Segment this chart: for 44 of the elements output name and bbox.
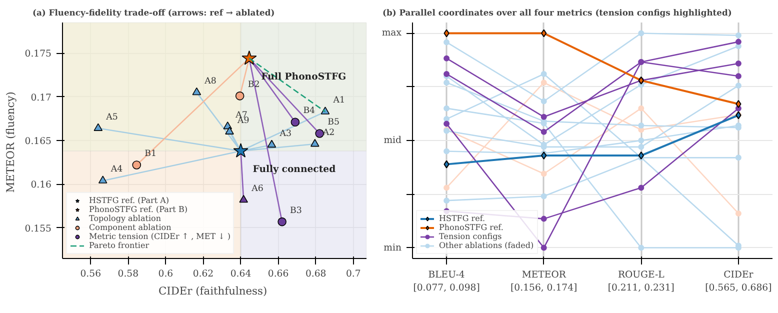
x-tick-label: 0.66 bbox=[268, 268, 289, 280]
data-label: B1 bbox=[144, 148, 156, 159]
data-label: A3 bbox=[278, 128, 292, 139]
x-tick-label: 0.7 bbox=[346, 268, 361, 280]
x-tick-label: 0.64 bbox=[230, 268, 252, 280]
data-label: A8 bbox=[204, 76, 216, 86]
chart-title: (b) Parallel coordinates over all four metrics (tension configs highlighted) bbox=[382, 8, 732, 18]
data-label: B3 bbox=[290, 206, 302, 216]
y-tick-label: 0.155 bbox=[24, 223, 52, 234]
x-tick-label: METEOR [0.156, 0.174] bbox=[510, 270, 578, 294]
y-tick-label: 0.16 bbox=[30, 180, 52, 191]
data-label: A4 bbox=[110, 164, 124, 175]
x-tick-label: ROUGE-L [0.211, 0.231] bbox=[608, 270, 674, 294]
y-tick-label: 0.165 bbox=[24, 136, 52, 147]
legend-label: Pareto frontier bbox=[89, 241, 150, 250]
data-label: B5 bbox=[328, 118, 340, 128]
legend-label: Topology ablation bbox=[89, 214, 161, 223]
legend-label: Other ablations (faded) bbox=[439, 241, 534, 250]
legend-label: Component ablation bbox=[89, 223, 172, 232]
data-label: A1 bbox=[332, 96, 345, 106]
data-label: A6 bbox=[250, 184, 264, 194]
category-label: min bbox=[384, 242, 402, 254]
chart-title: (a) Fluency-fidelity trade-off (arrows: ref → ablated) bbox=[32, 8, 275, 18]
x-tick-label: BLEU-4 [0.077, 0.098] bbox=[413, 270, 480, 294]
y-tick-label: 0.175 bbox=[24, 48, 52, 60]
data-label: A5 bbox=[105, 112, 118, 122]
y-tick-label: 0.17 bbox=[30, 92, 52, 104]
legend-label: PhonoSTFG ref. (Part B) bbox=[89, 205, 188, 214]
x-tick-label: 0.58 bbox=[118, 268, 139, 280]
x-tick-label: 0.6 bbox=[158, 268, 174, 280]
x-axis-title: CIDEr (faithfulness) bbox=[158, 284, 268, 298]
legend-label: PhonoSTFG ref. bbox=[439, 223, 504, 232]
y-axis-title: METEOR (fluency) bbox=[4, 92, 17, 193]
legend-label: HSTFG ref. bbox=[439, 214, 486, 223]
x-tick-label: 0.62 bbox=[192, 268, 214, 280]
category-label: max bbox=[382, 28, 402, 39]
legend-label: Metric tension (CIDEr ↑ , MET ↓ ) bbox=[89, 232, 230, 241]
legend-label: Tension configs bbox=[439, 232, 502, 241]
legend-label: HSTFG ref. (Part A) bbox=[89, 196, 169, 205]
x-tick-label: CIDEr [0.565, 0.686] bbox=[705, 270, 772, 294]
x-tick-label: 0.68 bbox=[305, 268, 326, 280]
category-label: mid bbox=[384, 135, 402, 146]
x-tick-label: 0.56 bbox=[80, 268, 102, 280]
data-label: B4 bbox=[303, 106, 316, 116]
